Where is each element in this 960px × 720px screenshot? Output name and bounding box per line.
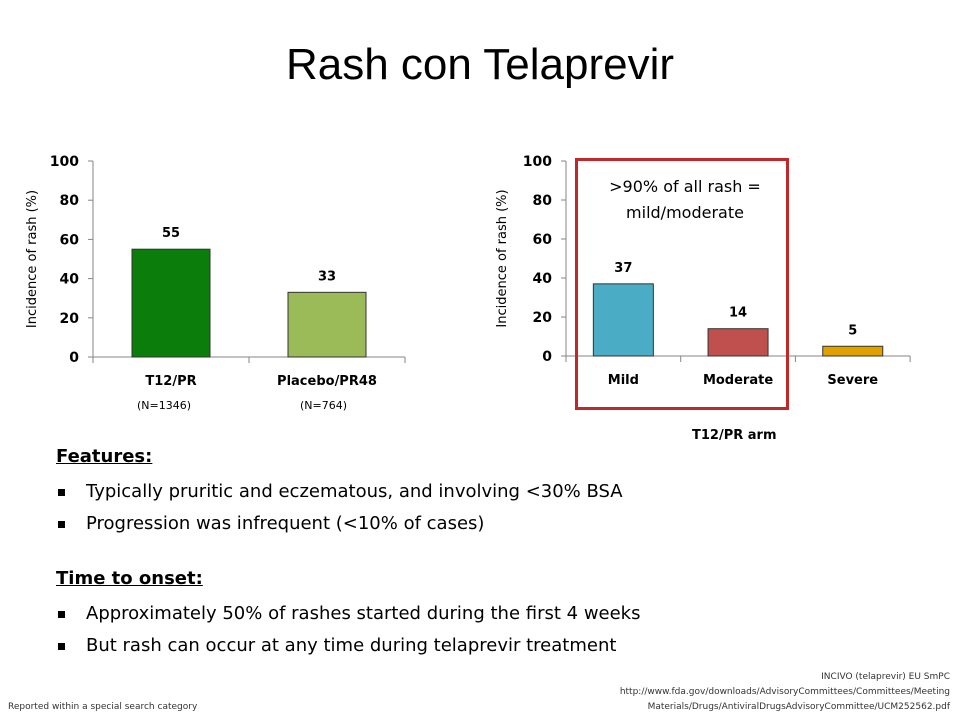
list-item: But rash can occur at any time during te… bbox=[56, 630, 640, 662]
highlight-box bbox=[575, 158, 789, 410]
y-tick-label: 40 bbox=[60, 272, 80, 288]
highlight-annotation: >90% of all rash = mild/moderate bbox=[609, 177, 761, 222]
y-tick-label: 60 bbox=[533, 232, 553, 248]
reference-line-3: Materials/Drugs/AntiviralDrugsAdvisoryCo… bbox=[647, 702, 950, 712]
footnote: Reported within a special search categor… bbox=[8, 702, 198, 712]
x-tick-label: Placebo/PR48 bbox=[277, 374, 377, 389]
list-item: Approximately 50% of rashes started duri… bbox=[56, 598, 640, 630]
x-tick-label: Mild bbox=[608, 373, 639, 388]
x-tick-label: Moderate bbox=[703, 373, 773, 388]
bar bbox=[592, 283, 654, 357]
features-heading: Features: bbox=[56, 446, 153, 467]
data-label: 37 bbox=[614, 261, 632, 276]
bar bbox=[822, 345, 884, 357]
y-tick-label: 60 bbox=[60, 232, 80, 248]
y-tick-label: 20 bbox=[60, 311, 80, 327]
onset-list: Approximately 50% of rashes started duri… bbox=[56, 598, 640, 662]
features-list: Typically pruritic and eczematous, and i… bbox=[56, 476, 623, 540]
n-label-t12pr: (N=1346) bbox=[137, 399, 192, 412]
x-tick-label: T12/PR bbox=[145, 374, 196, 389]
y-tick-label: 20 bbox=[533, 310, 553, 326]
list-item: Typically pruritic and eczematous, and i… bbox=[56, 476, 623, 508]
y-tick-label: 0 bbox=[542, 349, 552, 365]
y-axis-title: Incidence of rash (%) bbox=[25, 190, 40, 328]
reference-line-2: http://www.fda.gov/downloads/AdvisoryCom… bbox=[619, 687, 950, 697]
chart-incidence-by-arm: 0 20 40 60 80 100 Incidence of rash (%) 55 T12/P… bbox=[25, 154, 406, 389]
reference-line-1: INCIVO (telaprevir) EU SmPC bbox=[821, 672, 950, 682]
y-axis-title: Incidence of rash (%) bbox=[495, 189, 510, 327]
chart-severity: 0 20 40 60 80 100 Incidence of rash (%) 37 Mild 1… bbox=[495, 154, 911, 388]
data-label: 33 bbox=[318, 269, 336, 284]
reference: INCIVO (telaprevir) EU SmPC http://www.f… bbox=[620, 670, 950, 715]
n-label-placebo: (N=764) bbox=[300, 399, 348, 412]
bullet-square-icon bbox=[58, 521, 65, 528]
bullet-square-icon bbox=[58, 611, 65, 618]
bullet-square-icon bbox=[58, 489, 65, 496]
y-tick-label: 0 bbox=[69, 350, 79, 366]
bullet-square-icon bbox=[58, 643, 65, 650]
bar bbox=[287, 291, 367, 358]
y-tick-label: 100 bbox=[523, 154, 552, 170]
y-tick-label: 40 bbox=[533, 271, 553, 287]
y-tick-label: 100 bbox=[50, 154, 79, 170]
bar bbox=[131, 248, 211, 358]
arm-label: T12/PR arm bbox=[692, 428, 777, 443]
list-item: Progression was infrequent (<10% of case… bbox=[56, 508, 623, 540]
bar bbox=[707, 328, 769, 357]
data-label: 5 bbox=[848, 323, 857, 338]
slide-title: Rash con Telaprevir bbox=[285, 40, 675, 89]
y-tick-label: 80 bbox=[533, 193, 553, 209]
x-tick-label: Severe bbox=[827, 373, 878, 388]
data-label: 14 bbox=[729, 306, 747, 321]
y-tick-label: 80 bbox=[60, 193, 80, 209]
onset-heading: Time to onset: bbox=[56, 568, 203, 589]
data-label: 55 bbox=[162, 226, 180, 241]
